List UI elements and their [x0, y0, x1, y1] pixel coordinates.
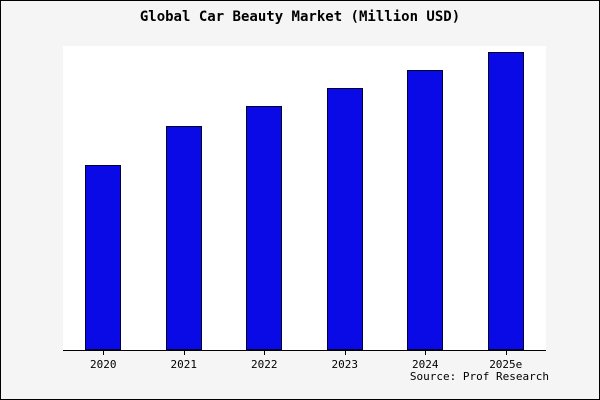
- bar-2022: [246, 105, 283, 350]
- x-axis: 2020 2021 2022 2023 2024 2025e: [63, 351, 546, 371]
- bar-slot: [305, 46, 386, 350]
- bar-2023: [326, 87, 363, 350]
- bar-slot: [466, 46, 547, 350]
- bar-2024: [407, 69, 444, 350]
- plot-area: [63, 46, 546, 351]
- tick-mark: [505, 351, 507, 355]
- x-axis-label: 2022: [224, 351, 305, 371]
- bar-2020: [85, 165, 122, 350]
- tick-mark: [264, 351, 266, 355]
- x-axis-label: 2021: [144, 351, 225, 371]
- bar-slot: [385, 46, 466, 350]
- x-axis-label: 2024: [385, 351, 466, 371]
- bar-slot: [144, 46, 225, 350]
- x-axis-label: 2020: [63, 351, 144, 371]
- bar-2021: [165, 126, 202, 350]
- x-axis-label: 2025e: [466, 351, 547, 371]
- tick-mark: [183, 351, 185, 355]
- chart-title: Global Car Beauty Market (Million USD): [139, 9, 461, 25]
- tick-mark: [425, 351, 427, 355]
- source-text: Source: Prof Research: [409, 370, 549, 383]
- bar-slot: [63, 46, 144, 350]
- bar-2025e: [487, 51, 524, 350]
- tick-mark: [103, 351, 105, 355]
- x-axis-label: 2023: [305, 351, 386, 371]
- tick-mark: [344, 351, 346, 355]
- bar-slot: [224, 46, 305, 350]
